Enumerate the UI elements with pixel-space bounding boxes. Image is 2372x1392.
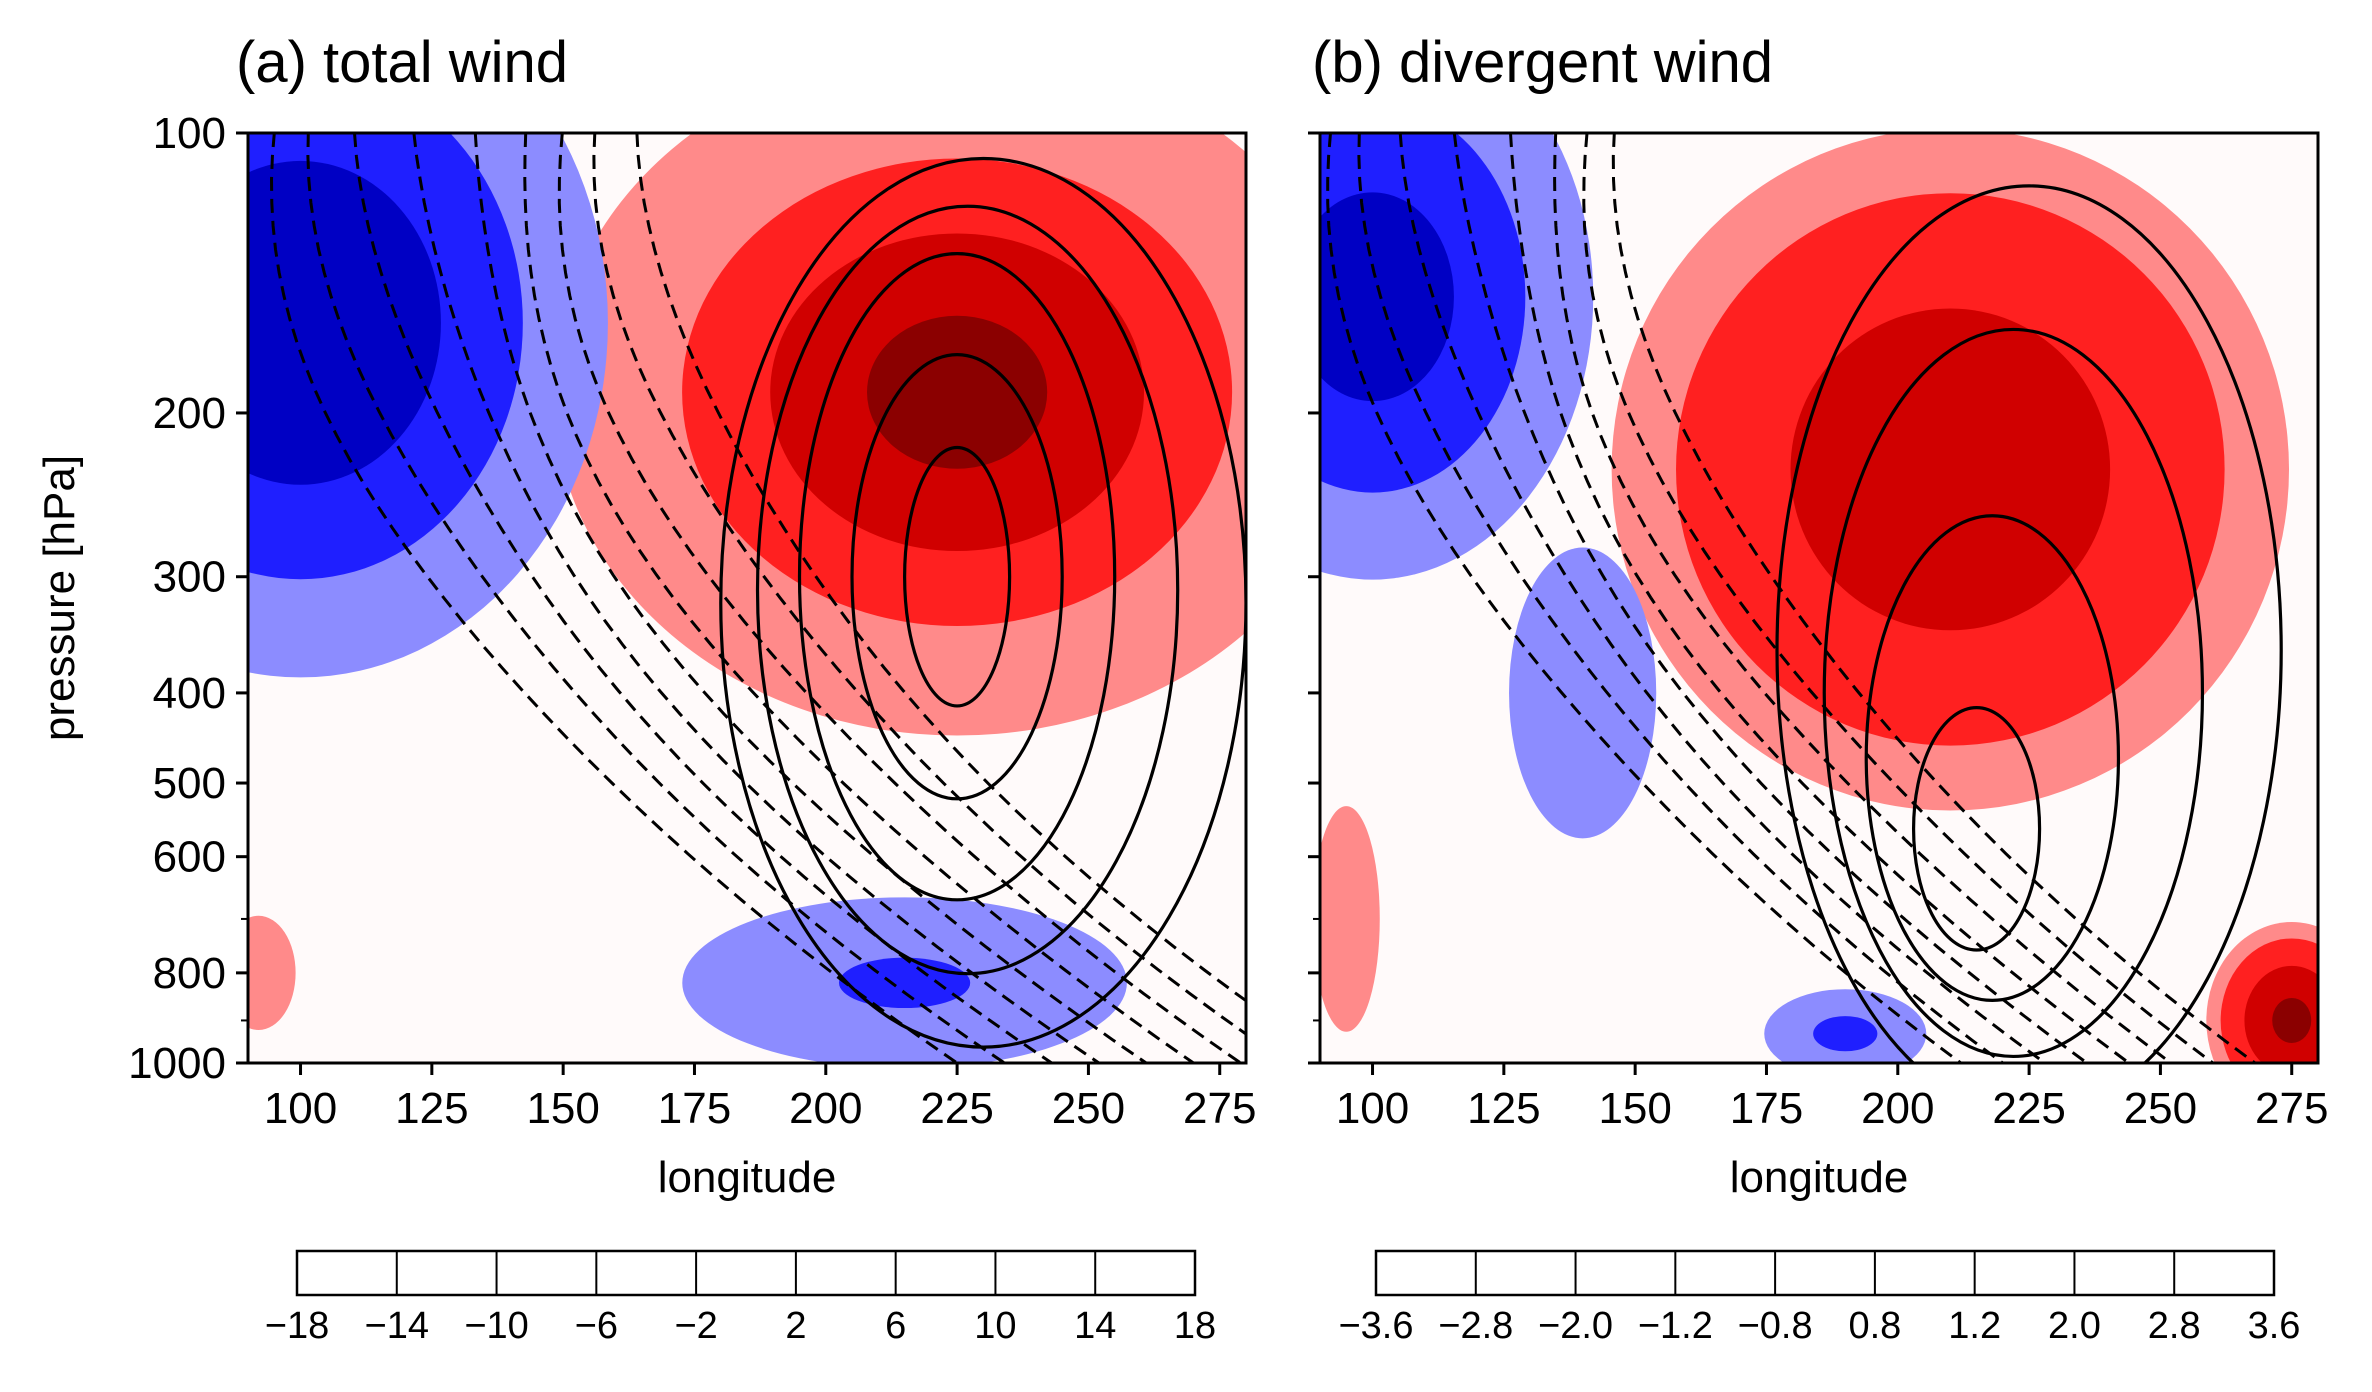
panel-a-title: (a) total wind (236, 30, 568, 95)
contour-line-2 (1822, 327, 2205, 1059)
anomaly-region-neg-3-1 (838, 957, 971, 1009)
panel-a-yticks: 100 200 300 400 500 600 800 1000 (128, 109, 248, 1088)
panel-a: (a) total wind 100 125 150 175 200 225 250 275 … (35, 30, 1256, 1347)
colorbar-tick-label: 6 (885, 1305, 906, 1347)
y-tick-label: 800 (153, 949, 226, 998)
anomaly-region-pos-5-0 (1320, 806, 1380, 1032)
contour-line-neg-8 (635, 133, 1246, 1003)
x-tick-label: 200 (789, 1084, 862, 1133)
x-tick-label: 125 (395, 1084, 468, 1133)
colorbar-tick-label: −2.0 (1538, 1305, 1613, 1347)
x-tick-label: 100 (264, 1084, 337, 1133)
x-tick-label: 275 (1183, 1084, 1256, 1133)
contour-line-neg-1 (1357, 133, 2004, 1063)
x-tick-label: 175 (658, 1084, 731, 1133)
panel-a-colorbar: −18 −14 −10 −6 −2 2 6 10 14 18 (265, 1249, 1216, 1347)
x-tick-label: 150 (526, 1084, 599, 1133)
y-tick-label: 100 (153, 109, 226, 158)
x-tick-label: 200 (1861, 1084, 1934, 1133)
y-tick-label: 400 (153, 669, 226, 718)
contour-line-1 (850, 353, 1064, 801)
panel-b-yticks (1308, 131, 1320, 1065)
colorbar-tick-label: −10 (464, 1305, 528, 1347)
contour-line-1 (1864, 514, 2121, 1002)
contour-line-neg-3 (412, 133, 1100, 1063)
x-tick-label: 225 (920, 1084, 993, 1133)
panel-b: (b) divergent wind 100 125 150 175 200 225 250… (1308, 30, 2328, 1347)
y-tick-label: 600 (153, 833, 226, 882)
colorbar-frame (1374, 1249, 2276, 1297)
panel-a-frame (246, 131, 1248, 1065)
contour-line-neg-4 (473, 133, 1148, 1063)
contour-line-0 (903, 445, 1012, 708)
panel-a-xlabel: longitude (658, 1153, 837, 1202)
x-tick-label: 225 (1992, 1084, 2065, 1133)
anomaly-region-pos-4-0 (248, 915, 296, 1030)
contour-line-2 (797, 252, 1117, 902)
panel-a-ylabel: pressure [hPa] (35, 455, 84, 741)
colorbar-tick-label: −3.6 (1338, 1305, 1413, 1347)
contour-line-neg-2 (353, 133, 1053, 1063)
contour-line-neg-0 (1326, 133, 1962, 1063)
colorbar-tick-label: −2 (674, 1305, 717, 1347)
x-tick-label: 275 (2255, 1084, 2328, 1133)
y-tick-label: 500 (153, 759, 226, 808)
colorbar-tick-label: 3.6 (2248, 1305, 2301, 1347)
colorbar-tick-label: −18 (265, 1305, 329, 1347)
colorbar-tick-label: 18 (1174, 1305, 1216, 1347)
contour-line-neg-6 (1582, 133, 2214, 1063)
contour-line-neg-5 (1553, 133, 2172, 1063)
contour-line-neg-3 (1452, 133, 2088, 1063)
anomaly-region-pos-0-3 (867, 315, 1048, 469)
panel-b-xticks: 100 125 150 175 200 225 250 275 (1336, 1063, 2328, 1133)
colorbar-tick-label: 2 (785, 1305, 806, 1347)
y-tick-label: 200 (153, 389, 226, 438)
colorbar-tick-label: 1.2 (1948, 1305, 2001, 1347)
colorbar-tick-label: −14 (365, 1305, 429, 1347)
y-tick-label: 1000 (128, 1039, 226, 1088)
contour-line-neg-1 (306, 133, 1006, 1063)
colorbar-tick-label: 14 (1074, 1305, 1116, 1347)
anomaly-region-pos-4-3 (2272, 997, 2312, 1043)
anomaly-region-neg-2-0 (1509, 547, 1657, 839)
panel-b-xlabel: longitude (1730, 1153, 1909, 1202)
contour-line-neg-7 (592, 133, 1246, 1036)
panel-b-frame (1318, 131, 2320, 1065)
x-tick-label: 250 (1052, 1084, 1125, 1133)
anomaly-region-neg-3-1 (1813, 1016, 1878, 1052)
x-tick-label: 150 (1598, 1084, 1671, 1133)
x-tick-label: 250 (2124, 1084, 2197, 1133)
contour-line-neg-0 (269, 133, 958, 1063)
panel-a-xticks: 100 125 150 175 200 225 250 275 (264, 1063, 1256, 1133)
panel-b-title: (b) divergent wind (1312, 30, 1773, 95)
colorbar-tick-label: 2.0 (2048, 1305, 2101, 1347)
colorbar-tick-label: −1.2 (1638, 1305, 1713, 1347)
x-tick-label: 125 (1467, 1084, 1540, 1133)
panel-b-colorbar: −3.6 −2.8 −2.0 −1.2 −0.8 0.8 1.2 2.0 2.8 3.6 (1338, 1249, 2301, 1347)
contour-line-neg-2 (1398, 133, 2046, 1063)
contour-line-neg-7 (1611, 133, 2256, 1063)
y-tick-label: 300 (153, 553, 226, 602)
contour-line-neg-5 (523, 133, 1195, 1063)
colorbar-tick-label: 10 (974, 1305, 1016, 1347)
anomaly-region-pos-0-2 (1790, 308, 2111, 631)
panel-a-plot (248, 133, 1246, 1063)
contour-line-3 (755, 204, 1180, 976)
colorbar-tick-label: 0.8 (1848, 1305, 1901, 1347)
x-tick-label: 175 (1730, 1084, 1803, 1133)
contour-line-0 (1911, 706, 2042, 952)
anomaly-region-neg-1-2 (248, 160, 441, 485)
x-tick-label: 100 (1336, 1084, 1409, 1133)
colorbar-tick-label: −6 (575, 1305, 618, 1347)
contour-line-3 (1775, 184, 2283, 1063)
anomaly-region-neg-1-2 (1320, 192, 1454, 402)
colorbar-tick-label: −2.8 (1438, 1305, 1513, 1347)
contour-line-neg-6 (557, 133, 1242, 1063)
panel-b-plot (1320, 133, 2318, 1063)
contour-line-neg-4 (1509, 133, 2130, 1063)
colorbar-frame (295, 1249, 1197, 1297)
colorbar-tick-label: −0.8 (1738, 1305, 1813, 1347)
colorbar-tick-label: 2.8 (2148, 1305, 2201, 1347)
